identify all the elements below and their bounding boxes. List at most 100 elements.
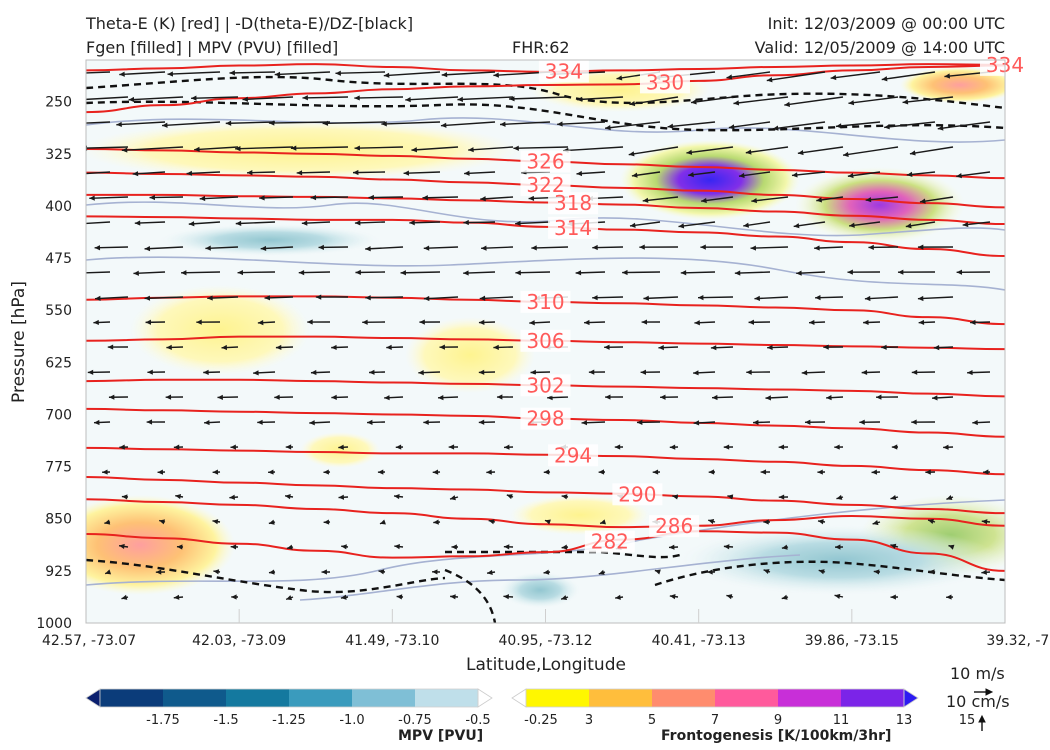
title-line-2: Fgen [filled] | MPV (PVU) [filled] xyxy=(86,38,339,57)
wind-vector xyxy=(826,395,844,401)
wind-vector xyxy=(315,294,349,300)
wind-vector xyxy=(793,221,826,229)
y-tick-label: 400 xyxy=(45,199,72,215)
wind-vector xyxy=(199,195,239,202)
wind-vector xyxy=(808,319,826,326)
wind-vector xyxy=(836,494,844,500)
wind-vector xyxy=(815,295,844,301)
wind-vector xyxy=(791,171,826,178)
wind-vector xyxy=(754,295,789,302)
wind-vector xyxy=(615,594,624,600)
wind-vector xyxy=(509,96,569,102)
y-tick-label: 250 xyxy=(45,95,72,111)
wind-vector xyxy=(937,121,991,131)
theta-e-label-background xyxy=(548,444,599,467)
wind-vector xyxy=(188,221,221,227)
wind-vector xyxy=(529,320,551,326)
wind-vector xyxy=(636,419,661,425)
wind-vector xyxy=(897,269,936,275)
wind-vector xyxy=(285,595,294,601)
wind-vector xyxy=(849,221,881,228)
wind-vector xyxy=(909,146,954,156)
wind-vector xyxy=(738,171,771,179)
theta-e-label-background xyxy=(548,216,599,239)
wind-vector xyxy=(307,319,331,325)
wind-vector xyxy=(707,569,716,575)
theta-e-label-298: 298 xyxy=(526,407,564,431)
wind-vector xyxy=(86,271,111,274)
theta-e-contour-318 xyxy=(86,193,1005,226)
wind-vector xyxy=(605,121,661,131)
wind-vector xyxy=(767,344,789,351)
wind-vector xyxy=(848,96,899,106)
wind-vector xyxy=(576,96,624,102)
wind-vector xyxy=(948,544,955,550)
wind-vector xyxy=(708,469,716,475)
wind-vector xyxy=(133,270,166,276)
wind-vector xyxy=(575,270,606,276)
wind-vector xyxy=(652,469,661,475)
wind-vector xyxy=(119,71,166,77)
wind-vector xyxy=(365,295,404,301)
wind-vector xyxy=(576,170,606,177)
mpv-colorbar: -1.75 -1.5 -1.25 -1.0 -0.75 -0.5 -0.25 xyxy=(85,688,558,728)
wind-vector xyxy=(395,444,404,450)
wind-vector xyxy=(478,319,496,326)
forecast-hour: FHR:62 xyxy=(512,38,570,57)
wind-vector xyxy=(599,519,606,525)
x-tick-label: 40.41, -73.13 xyxy=(652,633,746,649)
wind-vector xyxy=(557,121,606,127)
wind-vector xyxy=(173,594,184,600)
wind-vector xyxy=(457,96,514,102)
wind-vector xyxy=(686,146,734,155)
wind-vector xyxy=(449,495,459,501)
theta-e-label-background xyxy=(520,150,571,173)
wind-vector xyxy=(338,494,349,500)
colorbar-extend-low xyxy=(511,688,527,708)
wind-vector xyxy=(285,444,294,450)
wind-vector xyxy=(86,96,129,101)
wind-vector xyxy=(639,244,679,250)
wind-vector xyxy=(323,469,331,475)
wind-vector xyxy=(403,170,441,176)
colorbar-tick-label: 15 xyxy=(959,713,976,728)
wind-vector xyxy=(341,544,349,550)
theta-e-label-background xyxy=(520,174,571,197)
wind-vector xyxy=(873,569,881,575)
wind-vector xyxy=(962,221,991,228)
theta-e-label-background xyxy=(584,530,635,553)
theta-e-label-302: 302 xyxy=(526,373,564,397)
wind-vector xyxy=(751,196,789,204)
wind-vector xyxy=(667,121,716,129)
wind-vector xyxy=(230,544,239,550)
wind-vector xyxy=(394,544,404,550)
wind-vector xyxy=(284,494,294,500)
wind-vector xyxy=(710,345,734,351)
wind-vector xyxy=(748,319,771,325)
theta-e-label-318: 318 xyxy=(554,191,592,215)
fgen-maximum xyxy=(795,167,965,243)
wind-vector xyxy=(409,220,441,226)
wind-vector xyxy=(925,469,936,475)
theta-e-label-326: 326 xyxy=(526,149,564,173)
y-tick-label: 475 xyxy=(45,251,72,267)
wind-vector xyxy=(515,220,551,227)
wind-vector xyxy=(253,370,276,376)
wind-vector xyxy=(981,519,991,525)
wind-vector xyxy=(86,121,111,124)
wind-vector xyxy=(766,71,826,83)
wind-vector xyxy=(86,221,111,225)
wind-vector xyxy=(478,369,496,375)
x-tick-label: 39.86, -73.15 xyxy=(805,633,899,649)
wind-vector xyxy=(834,593,844,599)
wind-vector xyxy=(592,244,624,251)
theta-e-label-background xyxy=(520,374,571,397)
wind-vector xyxy=(669,594,679,600)
y-tick-label: 550 xyxy=(45,303,72,319)
theta-e-contour-286 xyxy=(86,498,1005,529)
wind-vector xyxy=(204,419,221,426)
wind-vector xyxy=(259,195,294,201)
fgen-patch xyxy=(405,317,535,393)
wind-vector xyxy=(268,519,276,525)
colorbar-extend-high xyxy=(477,688,493,708)
